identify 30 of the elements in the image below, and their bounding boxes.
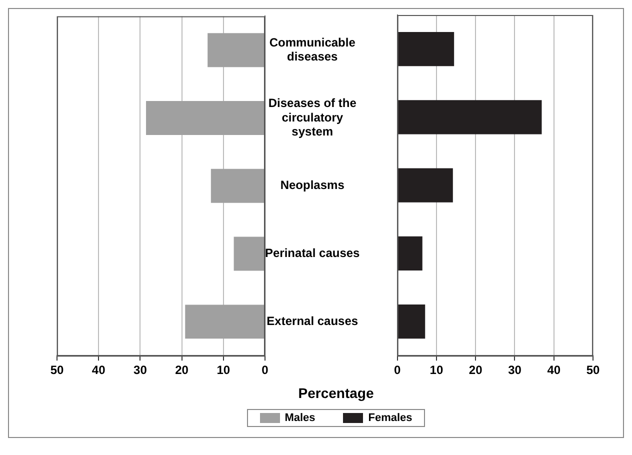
x-tick-label: 30 bbox=[508, 363, 522, 378]
bar bbox=[185, 304, 264, 339]
x-tick-label: 0 bbox=[262, 363, 269, 378]
x-tick-label: 10 bbox=[430, 363, 444, 378]
x-tick-label: 40 bbox=[547, 363, 561, 378]
x-tick-label: 20 bbox=[468, 363, 483, 378]
bar bbox=[398, 304, 426, 339]
bar bbox=[210, 168, 264, 203]
x-tick-label: 10 bbox=[216, 363, 230, 378]
legend-label: Males bbox=[284, 412, 316, 424]
bar bbox=[208, 33, 264, 68]
bar bbox=[398, 100, 542, 134]
x-tick-label: 30 bbox=[134, 363, 148, 378]
x-tick-label: 50 bbox=[50, 363, 64, 378]
bar bbox=[398, 168, 453, 202]
y-tick-label: Neoplasms bbox=[280, 178, 345, 192]
x-tick-label: 20 bbox=[175, 363, 189, 378]
bar bbox=[398, 236, 422, 270]
y-tick-label: External causes bbox=[266, 314, 358, 328]
y-tick-label: Communicable diseases bbox=[269, 35, 356, 64]
bar bbox=[146, 101, 264, 135]
bar bbox=[234, 236, 264, 271]
x-tick-label: 40 bbox=[92, 363, 106, 378]
y-tick-label: Diseases of the circulatory system bbox=[268, 96, 357, 139]
x-tick-label: 50 bbox=[586, 363, 600, 378]
bar bbox=[398, 32, 454, 66]
x-axis-title: Percentage bbox=[297, 385, 375, 401]
legend-label: Females bbox=[368, 412, 412, 424]
x-tick-label: 0 bbox=[394, 363, 401, 378]
y-tick-label: Perinatal causes bbox=[264, 246, 360, 260]
